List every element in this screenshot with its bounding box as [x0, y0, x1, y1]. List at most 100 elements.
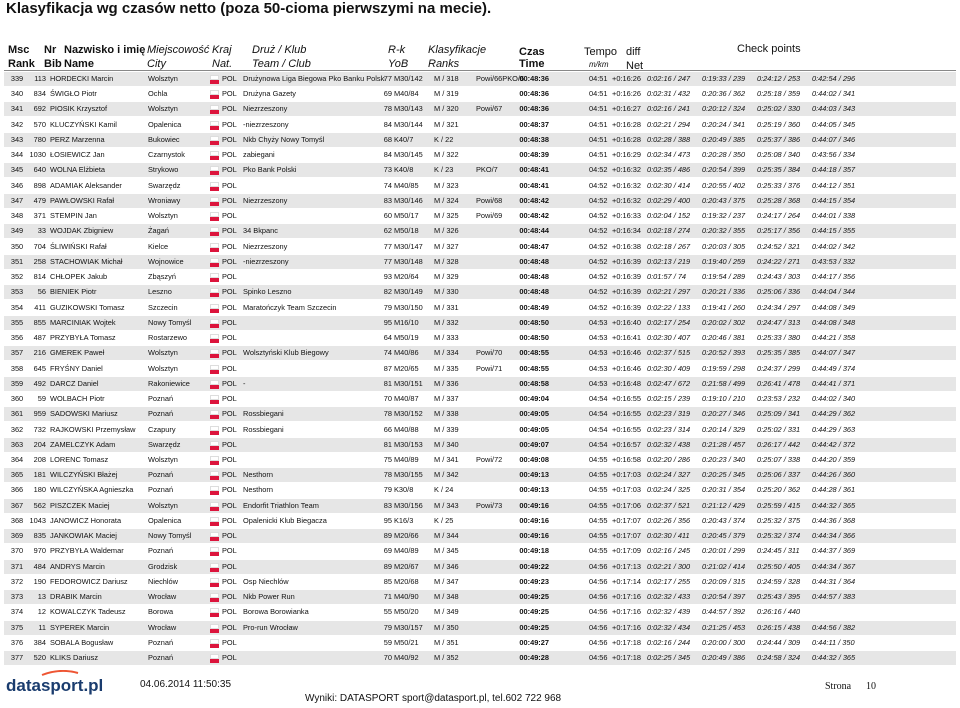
table-cell: Powi/72	[476, 455, 503, 464]
table-cell: 0:02:31 / 432	[647, 89, 691, 99]
table-cell: M / 352	[434, 653, 459, 663]
table-cell: 77	[383, 241, 392, 251]
table-cell: 0:20:01 / 299	[702, 546, 746, 556]
table-cell: 0:42:54 / 296	[812, 74, 856, 83]
table-cell: 780	[33, 134, 46, 144]
header-label: m/km	[589, 60, 609, 69]
table-cell: K40/8	[394, 165, 414, 175]
table-cell: M30/149	[394, 287, 423, 297]
result-row: 377 520 KLIKS Dariusz Poznań POL 70 M40/92 M / …	[4, 651, 956, 666]
table-cell: 352	[10, 272, 24, 282]
table-cell: 0:20:46 / 381	[702, 333, 746, 343]
table-cell: 70	[383, 394, 392, 404]
table-cell: +0:16:26	[612, 89, 641, 99]
table-cell: Borowa Borowianka	[243, 607, 309, 617]
table-cell: Swarzędz	[148, 439, 181, 449]
table-cell: 00:48:38	[519, 134, 549, 144]
table-cell: 0:44:02 / 341	[812, 89, 856, 99]
table-cell: 0:21:58 / 499	[702, 378, 746, 388]
table-cell: Żagań	[148, 226, 169, 236]
result-row: 352 814 CHŁOPEK Jakub Zbąszyń POL 93 M20/64 M /…	[4, 270, 956, 284]
table-cell: +0:16:34	[612, 226, 641, 236]
table-cell: +0:16:40	[612, 317, 641, 327]
table-cell: 0:44:56 / 382	[812, 622, 856, 632]
table-cell: +0:16:39	[612, 287, 641, 297]
table-cell: 04:53	[589, 317, 608, 327]
table-cell: 0:44:29 / 362	[812, 409, 856, 419]
table-cell: M40/92	[394, 653, 419, 663]
table-cell: M40/90	[394, 592, 419, 602]
table-cell: M30/146	[394, 195, 423, 205]
table-cell: Drużynowa Liga Biegowa Pko Banku Polskie	[243, 74, 385, 83]
flag-icon	[210, 75, 219, 84]
table-cell: 570	[33, 119, 46, 129]
table-cell: +0:16:38	[612, 241, 641, 251]
table-cell: 83	[383, 500, 392, 510]
table-cell: 350	[10, 241, 24, 251]
table-cell: 0:02:21 / 297	[647, 287, 691, 297]
flag-icon	[210, 532, 219, 542]
result-row: 350 704 ŚLIWIŃSKI Rafał Kielce POL Niezrzeszo…	[4, 240, 956, 254]
table-cell: ŁOSIEWICZ Jan	[50, 150, 105, 160]
table-cell: 77	[383, 74, 392, 83]
table-cell: 04:55	[589, 455, 608, 464]
table-cell: Rakoniewice	[148, 378, 190, 388]
table-cell: 0:25:35 / 384	[757, 165, 801, 175]
table-cell: 190	[33, 576, 46, 586]
table-cell: 74	[383, 180, 392, 190]
table-cell: 00:48:36	[519, 74, 549, 83]
table-cell: +0:17:07	[612, 531, 641, 541]
table-cell: 0:02:25 / 345	[647, 653, 691, 663]
table-cell: 0:21:25 / 453	[702, 622, 746, 632]
table-cell: 0:44:04 / 344	[812, 287, 856, 297]
table-cell: K40/7	[394, 134, 414, 144]
table-cell: 370	[10, 546, 24, 556]
table-cell: Grodzisk	[148, 561, 178, 571]
table-cell: M / 332	[434, 317, 459, 327]
table-cell: 0:19:59 / 298	[702, 363, 746, 373]
table-cell: 04:54	[589, 439, 608, 449]
table-cell: 0:20:54 / 397	[702, 592, 746, 602]
page-number: 10	[866, 681, 876, 692]
table-cell: 85	[383, 576, 392, 586]
table-cell: 0:25:09 / 341	[757, 409, 801, 419]
table-cell: 0:02:30 / 414	[647, 180, 691, 190]
table-cell: POL	[222, 302, 237, 312]
table-cell: 0:44:20 / 359	[812, 455, 856, 464]
header-rule	[4, 70, 956, 71]
table-cell: 0:24:58 / 324	[757, 653, 801, 663]
table-cell: Nesthorn	[243, 470, 273, 480]
table-cell: +0:17:14	[612, 576, 641, 586]
flag-icon	[210, 303, 219, 313]
flag-icon	[210, 120, 219, 130]
table-cell: 1030	[29, 150, 46, 160]
table-cell: 00:48:41	[519, 165, 549, 175]
header-label: Check points	[737, 43, 801, 55]
table-cell: M / 337	[434, 394, 459, 404]
result-row: 359 492 DARCZ Daniel Rakoniewice POL - 81 M30/1…	[4, 376, 956, 391]
table-cell: 0:25:02 / 331	[757, 424, 801, 434]
table-cell: 371	[10, 561, 24, 571]
flag-icon	[210, 257, 219, 267]
table-cell: POL	[222, 89, 237, 99]
table-cell: M30/150	[394, 302, 423, 312]
table-cell: 00:49:13	[519, 485, 549, 495]
table-cell: 0:02:17 / 254	[647, 317, 691, 327]
header-label: R-k	[388, 44, 406, 56]
table-cell: 93	[383, 272, 392, 282]
table-cell: 181	[33, 470, 46, 480]
flag-icon	[210, 334, 219, 344]
table-cell: 1043	[29, 515, 46, 525]
table-cell: M / 334	[434, 348, 459, 358]
table-cell: POL	[222, 272, 237, 282]
table-cell: 0:02:32 / 434	[647, 622, 691, 632]
table-cell: 04:56	[589, 637, 608, 647]
table-cell: Wolsztyn	[148, 363, 178, 373]
table-cell: +0:16:39	[612, 272, 641, 282]
table-cell: M / 346	[434, 561, 459, 571]
flag-icon	[210, 516, 219, 526]
table-cell: ŚWIGŁO Piotr	[50, 89, 97, 99]
table-cell: Poznań	[148, 394, 174, 404]
table-cell: 75	[383, 455, 392, 464]
table-cell: K16/3	[394, 515, 414, 525]
